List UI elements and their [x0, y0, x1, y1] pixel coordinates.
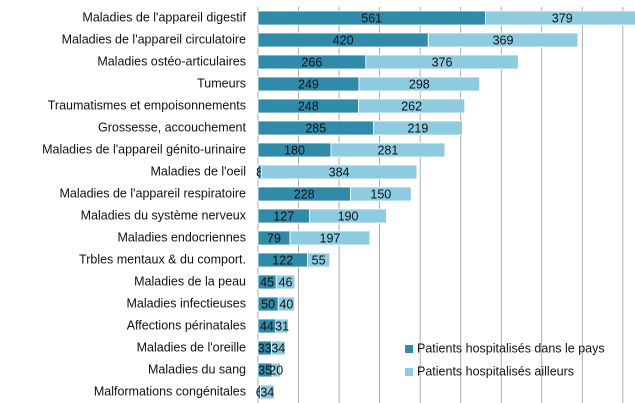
value-label: 266 [301, 55, 322, 69]
value-label: 8 [256, 165, 263, 179]
value-label: 40 [279, 297, 293, 311]
value-label: 228 [294, 187, 315, 201]
bar-segment [427, 32, 579, 48]
value-label: 20 [269, 363, 283, 377]
value-label: 369 [493, 33, 514, 47]
y-tick-label: Maladies de l'appareil génito-urinaire [42, 142, 246, 156]
value-label: 44 [260, 319, 274, 333]
value-label: 46 [279, 275, 293, 289]
y-tick-label: Maladies endocriennes [117, 230, 246, 244]
value-label: 190 [338, 209, 359, 223]
legend-swatch [405, 345, 413, 353]
value-label: 33 [258, 341, 272, 355]
bar-segment [350, 186, 412, 202]
value-label: 197 [320, 231, 341, 245]
legend-label: Patients hospitalisés ailleurs [417, 364, 574, 378]
y-tick-label: Maladies de l'appareil digestif [82, 10, 246, 24]
value-label: 127 [273, 209, 294, 223]
value-label: 45 [260, 275, 274, 289]
y-tick-label: Maladies de la peau [134, 274, 246, 288]
value-label: 219 [407, 121, 428, 135]
bar-segment [271, 362, 281, 378]
value-label: 180 [284, 143, 305, 157]
value-label: 262 [401, 99, 422, 113]
value-label: 298 [409, 77, 430, 91]
value-label: 285 [305, 121, 326, 135]
y-tick-label: Maladies de l'appareil respiratoire [59, 186, 246, 200]
value-label: 50 [261, 297, 275, 311]
value-label: 79 [267, 231, 281, 245]
bar-segment [373, 120, 463, 136]
bar-segment [330, 142, 446, 158]
value-label: 6 [256, 385, 263, 399]
bar-segment [309, 208, 387, 224]
y-tick-label: Maladies infectieuses [126, 296, 246, 310]
bar-segment [358, 76, 481, 92]
y-tick-label: Maladies ostéo-articulaires [97, 54, 246, 68]
bar-segment [289, 230, 371, 246]
y-tick-label: Maladies de l'oreille [137, 340, 246, 354]
bar-segment [260, 164, 418, 180]
value-label: 34 [271, 341, 285, 355]
value-label: 376 [432, 55, 453, 69]
value-label: 561 [361, 11, 382, 25]
y-tick-label: Affections périnatales [127, 318, 246, 332]
bar-segment [275, 318, 289, 334]
bar-segment [365, 54, 519, 70]
y-tick-label: Trbles mentaux & du comport. [79, 252, 246, 266]
value-label: 420 [333, 33, 354, 47]
bar-segment [358, 98, 466, 114]
value-label: 150 [370, 187, 391, 201]
y-tick-label: Malformations congénitales [94, 384, 246, 398]
value-label: 249 [298, 77, 319, 91]
value-label: 35 [258, 363, 272, 377]
bar-segment [275, 274, 296, 290]
y-tick-label: Maladies de l'appareil circulatoire [62, 32, 246, 46]
value-label: 55 [312, 253, 326, 267]
bar-segment [485, 10, 635, 26]
value-label: 248 [298, 99, 319, 113]
value-label: 34 [260, 385, 274, 399]
legend-swatch [405, 368, 413, 376]
y-tick-label: Maladies de l'oeil [151, 164, 247, 178]
y-tick-label: Traumatismes et empoisonnements [48, 98, 246, 112]
legend-label: Patients hospitalisés dans le pays [417, 341, 605, 355]
bar-segment [307, 252, 331, 268]
bar-segment [277, 296, 295, 312]
y-tick-label: Grossesse, accouchement [98, 120, 247, 134]
bar-segment [260, 384, 275, 400]
value-label: 379 [552, 11, 573, 25]
y-tick-label: Maladies du sang [148, 362, 246, 376]
y-tick-label: Maladies du système nerveux [81, 208, 247, 222]
y-tick-label: Tumeurs [197, 76, 246, 90]
value-label: 31 [275, 319, 289, 333]
value-label: 122 [272, 253, 293, 267]
value-label: 384 [329, 165, 350, 179]
bar-segment [270, 340, 286, 356]
value-label: 281 [377, 143, 398, 157]
